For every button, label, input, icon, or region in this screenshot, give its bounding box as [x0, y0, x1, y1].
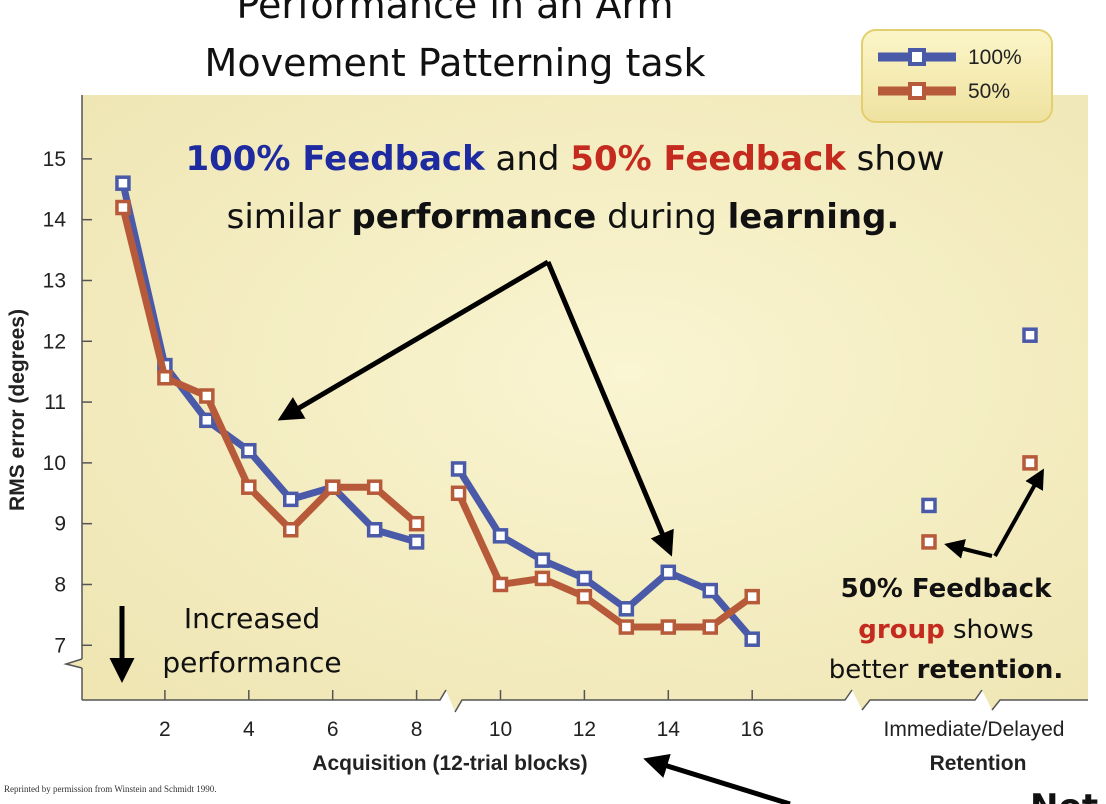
- annotation-increased: Increased: [184, 602, 320, 635]
- chart-title-line-1: Performance in an Arm: [236, 0, 673, 27]
- legend-label-50: 50%: [968, 80, 1010, 103]
- y-tick-label: 9: [54, 513, 66, 536]
- series-50-point: [366, 479, 383, 495]
- annotation-performance-lower: performance: [162, 646, 341, 679]
- x-tick-label: 12: [573, 718, 596, 741]
- series-100-point: [366, 522, 383, 538]
- series-50-point: [660, 619, 677, 635]
- y-ticks: 7 8 9 10 11 12 13 14 15: [43, 148, 92, 657]
- x-axis-label-retention-bottom: Retention: [930, 752, 1027, 775]
- series-100-point: [576, 570, 593, 587]
- chart-title-line-2: Movement Patterning task: [205, 41, 706, 85]
- x-ticks: 2 4 6 8 10 12 14 16: [159, 690, 764, 741]
- series-100-point: [115, 175, 131, 191]
- series-50-point: [492, 576, 509, 593]
- series-50-point: [408, 515, 425, 532]
- x-axis-label-acquisition: Acquisition (12-trial blocks): [312, 752, 587, 775]
- series-50-point: [618, 619, 635, 635]
- y-tick-label: 13: [43, 269, 66, 292]
- series-50-point: [450, 485, 467, 502]
- y-tick-label: 10: [43, 452, 66, 475]
- x-tick-label: 4: [243, 718, 255, 741]
- credit-note: Reprinted by permission from Winstein an…: [4, 784, 216, 794]
- series-50-point: [744, 588, 760, 605]
- y-tick-label: 11: [44, 391, 66, 414]
- series-50-point: [199, 388, 215, 404]
- annotation-during: during: [596, 197, 727, 237]
- series-100-point: [241, 442, 257, 459]
- y-tick-label: 12: [43, 330, 66, 353]
- legend-label-100: 100%: [968, 46, 1022, 69]
- arrow-retention-immediate: [944, 539, 993, 559]
- annotation-similar: similar: [227, 197, 352, 237]
- series-100-point: [450, 461, 467, 477]
- annotation-group: group: [858, 615, 944, 645]
- series-50-point: [283, 522, 299, 538]
- annotation-retention-line-3: better retention.: [829, 655, 1063, 685]
- x-axis-segment-retention: [861, 689, 1088, 711]
- x-tick-label: 6: [327, 718, 339, 741]
- arrow-retention-delayed: [993, 468, 1044, 557]
- y-tick-label: 14: [43, 209, 67, 232]
- annotation-show: show: [846, 139, 945, 179]
- series-100-point: [199, 412, 215, 429]
- series-50-point: [241, 479, 257, 495]
- arrow-to-second-block: [545, 261, 674, 557]
- x-tick-label: 8: [411, 718, 423, 741]
- annotation-top-line-1: 100% Feedback and 50% Feedback show: [185, 139, 944, 179]
- annotation-50-feedback: 50% Feedback: [570, 139, 847, 179]
- annotation-retention: retention.: [917, 655, 1064, 685]
- legend-marker-100: [908, 48, 926, 66]
- x-axis: [82, 689, 1088, 713]
- annotation-better: better: [829, 655, 917, 685]
- series-100-point: [660, 564, 677, 581]
- x-tick-label: 10: [489, 718, 512, 741]
- series-100-point: [534, 552, 551, 568]
- y-tick-label: 7: [54, 634, 66, 657]
- annotation-learning: learning.: [728, 197, 900, 237]
- annotation-shows: shows: [945, 615, 1034, 645]
- series-100-point: [492, 528, 509, 544]
- series-50-point: [115, 199, 131, 216]
- x-tick-label: 2: [159, 718, 171, 741]
- series-50-point: [324, 479, 341, 495]
- annotation-retention-line-2: group shows: [858, 615, 1033, 645]
- annotation-top-line-2: similar performance during learning.: [227, 197, 900, 237]
- series-100-retention-delayed-point: [1022, 327, 1038, 343]
- annotation-100-feedback: 100% Feedback: [185, 139, 486, 179]
- series-50-point: [157, 370, 173, 386]
- series-50-point: [702, 619, 718, 635]
- series-100-retention-immediate-point: [921, 497, 937, 514]
- y-axis-break: [63, 658, 83, 669]
- legend-box: [861, 29, 1053, 123]
- legend-marker-50: [908, 82, 926, 100]
- series-50-point: [576, 588, 593, 605]
- y-tick-label: 8: [54, 573, 66, 596]
- x-tick-label: 14: [657, 718, 681, 741]
- x-axis-segment-acquisition-1: [82, 689, 853, 713]
- annotation-and: and: [485, 139, 571, 179]
- series-100-point: [618, 601, 635, 617]
- series-100-point: [408, 534, 425, 550]
- series-100-point: [283, 491, 299, 508]
- series-100-point: [744, 631, 760, 647]
- y-axis-label: RMS error (degrees): [6, 309, 29, 511]
- series-50-retention-immediate-point: [921, 534, 937, 550]
- series-layer: [115, 175, 1038, 647]
- series-50-retention-delayed-point: [1022, 455, 1038, 471]
- series-50-point: [534, 570, 551, 587]
- legend: 100% 50%: [861, 29, 1053, 123]
- x-tick-label: 16: [741, 718, 764, 741]
- arrow-to-acquisition-label: [643, 753, 791, 804]
- series-100-point: [702, 582, 718, 599]
- y-tick-label: 15: [43, 148, 66, 171]
- arrow-to-first-block: [277, 259, 550, 421]
- annotation-performance: performance: [351, 197, 596, 237]
- plot-panel: [66, 95, 1088, 712]
- x-axis-label-retention-top: Immediate/Delayed: [884, 718, 1065, 741]
- corner-text-fragment: Not: [1030, 787, 1098, 804]
- annotation-retention-line-1: 50% Feedback: [841, 574, 1052, 604]
